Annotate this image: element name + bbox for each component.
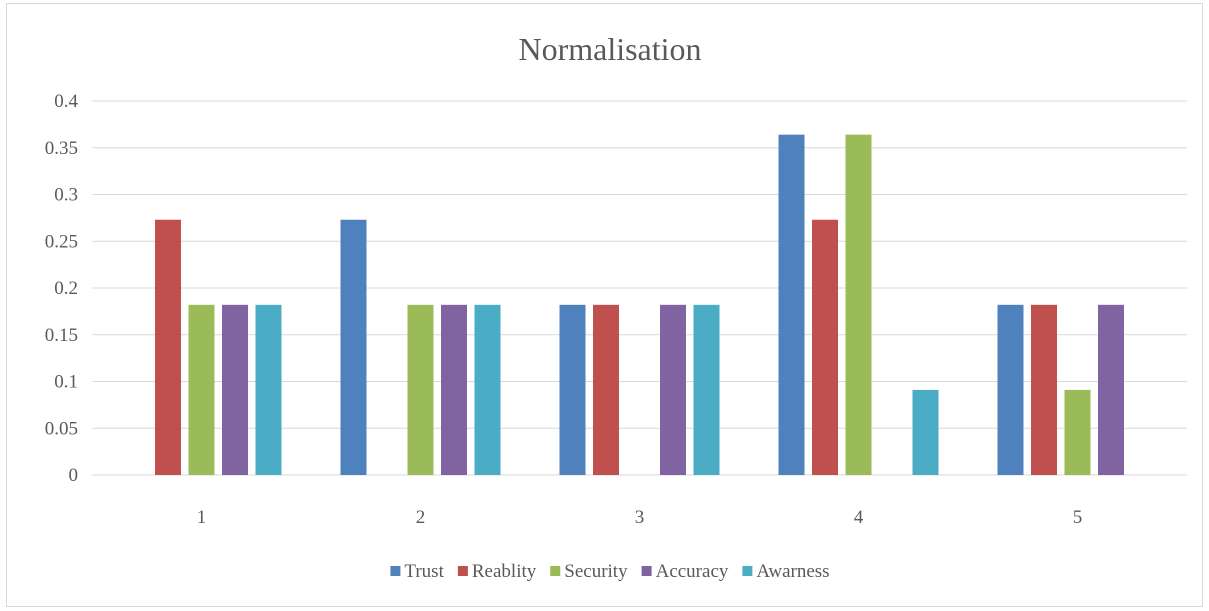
bar-trust-5 (997, 304, 1024, 475)
legend-label: Awarness (756, 561, 829, 582)
bar-trust-3 (559, 304, 586, 475)
bar-awarness-4 (912, 389, 939, 475)
legend-label: Accuracy (656, 561, 729, 582)
x-tick-label: 5 (1073, 507, 1083, 528)
legend-item-reablity: Reablity (457, 561, 537, 582)
bar-security-4 (845, 134, 872, 475)
legend-label: Security (564, 561, 628, 582)
y-tick-label: 0.15 (45, 325, 78, 346)
legend-swatch (550, 566, 561, 576)
legend-item-accuracy: Accuracy (641, 561, 729, 582)
bar-trust-2 (340, 219, 367, 475)
legend-label: Trust (404, 561, 444, 582)
x-tick-label: 2 (416, 507, 426, 528)
bar-awarness-1 (255, 304, 282, 475)
bar-security-1 (188, 304, 215, 475)
y-tick-label: 0.3 (54, 185, 78, 206)
bar-security-2 (407, 304, 434, 475)
y-tick-label: 0.35 (45, 138, 78, 159)
y-tick-label: 0.05 (45, 418, 78, 439)
y-tick-label: 0.25 (45, 231, 78, 252)
legend: Trust Reablity Security Accuracy Awarness (390, 561, 830, 582)
bar-accuracy-2 (441, 304, 467, 475)
legend-swatch (641, 566, 652, 576)
bar-security-5 (1064, 389, 1091, 475)
bar-accuracy-1 (222, 304, 248, 475)
y-tick-label: 0.4 (54, 91, 78, 112)
legend-swatch (390, 566, 401, 576)
chart-title: Normalisation (518, 31, 701, 67)
legend-item-trust: Trust (390, 561, 445, 582)
x-tick-label: 3 (635, 507, 645, 528)
legend-item-security: Security (550, 561, 628, 582)
y-tick-label: 0 (69, 465, 79, 486)
bars (155, 134, 1124, 475)
y-tick-label: 0.2 (54, 278, 78, 299)
legend-swatch (457, 566, 468, 576)
y-axis-tick-labels: 0 0.05 0.1 0.15 0.2 0.25 0.3 0.35 0.4 (45, 91, 79, 486)
x-tick-label: 4 (854, 507, 864, 528)
x-axis-tick-labels: 1 2 3 4 5 (197, 507, 1083, 528)
legend-swatch (742, 566, 753, 576)
bar-reablity-1 (155, 219, 181, 475)
legend-item-awarness: Awarness (742, 561, 830, 582)
legend-label: Reablity (472, 561, 537, 582)
bar-awarness-2 (474, 304, 501, 475)
bar-reablity-5 (1031, 304, 1057, 475)
bar-awarness-3 (693, 304, 720, 475)
bar-reablity-4 (812, 219, 838, 475)
y-tick-label: 0.1 (54, 372, 78, 393)
x-tick-label: 1 (197, 507, 207, 528)
bar-accuracy-5 (1098, 304, 1124, 475)
bar-reablity-3 (593, 304, 619, 475)
bar-trust-4 (778, 134, 805, 475)
bar-accuracy-3 (660, 304, 686, 475)
